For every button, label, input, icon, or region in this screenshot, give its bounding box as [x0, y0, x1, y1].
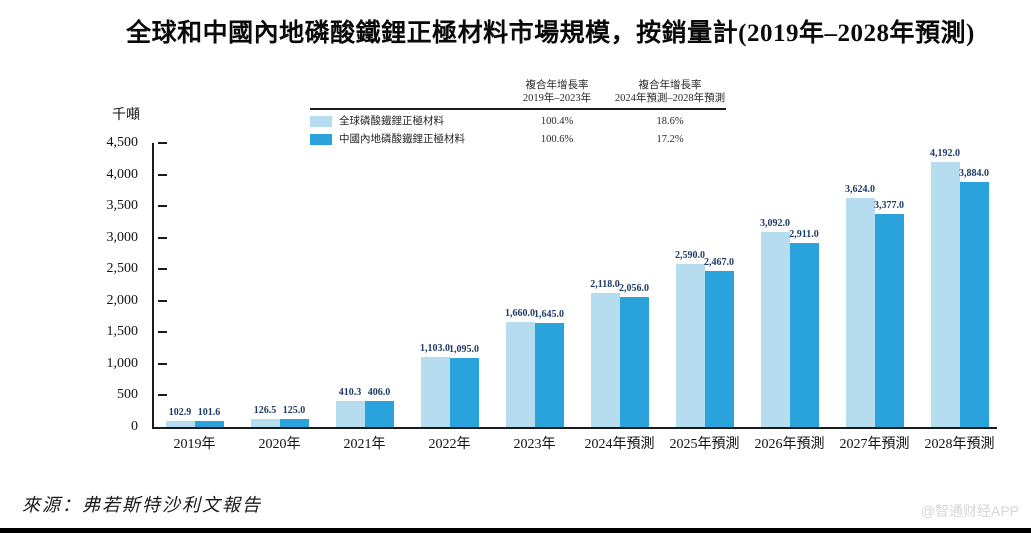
y-axis-tick-label: 2,000: [106, 292, 139, 308]
x-axis-label-2019: 2019年: [173, 437, 216, 452]
y-axis-unit-label: 千噸: [112, 108, 140, 123]
cagr-value-global-2024-2028: 18.6%: [656, 116, 684, 127]
x-axis-line: [152, 427, 997, 429]
bar-global-2020: [250, 419, 280, 427]
bar-global-2023: [505, 322, 535, 427]
cagr-col2-header-line1: 複合年增長率: [638, 80, 702, 91]
y-axis-tick-label: 1,000: [106, 355, 139, 371]
watermark: @智通财经APP: [920, 503, 1019, 519]
x-axis-label-2028: 2028年預測: [924, 437, 995, 452]
y-axis-tick: [158, 205, 167, 208]
bar-value-label-china-2020: 125.0: [282, 405, 306, 417]
bar-value-label-global-2027: 3,624.0: [845, 184, 875, 196]
bar-china-2019: [194, 420, 224, 427]
bar-value-label-china-2024: 2,056.0: [619, 283, 649, 295]
cagr-col2-header-line2: 2024年預測–2028年預測: [614, 93, 726, 104]
bar-value-label-china-2028: 3,884.0: [959, 167, 989, 179]
x-axis-label-2025: 2025年預測: [669, 437, 740, 452]
bottom-border-bar: [0, 528, 1031, 533]
bar-global-2019: [165, 420, 195, 427]
y-axis-tick: [158, 142, 167, 144]
bar-china-2024: [619, 297, 649, 427]
x-axis-label-2024: 2024年預測: [584, 437, 655, 452]
legend-row-china: 中國內地磷酸鐵鋰正極材料 100.6% 17.2%: [310, 133, 726, 146]
x-axis-label-2021: 2021年: [343, 437, 386, 452]
bar-value-label-china-2021: 406.0: [367, 387, 391, 399]
bar-value-label-global-2023: 1,660.0: [505, 308, 535, 320]
legend-swatch-global: [310, 116, 332, 127]
x-axis-label-2020: 2020年: [258, 437, 301, 452]
y-axis-tick-label: 2,500: [106, 261, 139, 277]
y-axis-tick: [158, 362, 167, 365]
y-axis-tick-label: 0: [131, 419, 138, 434]
chart-title: 全球和中國內地磷酸鐵鋰正極材料市場規模，按銷量計(2019年–2028年預測): [126, 20, 975, 47]
bar-value-label-global-2019: 102.9: [168, 406, 192, 418]
bar-value-label-global-2026: 3,092.0: [760, 217, 790, 229]
bar-china-2026: [789, 243, 819, 427]
y-axis-tick: [158, 299, 167, 302]
bar-value-label-china-2026: 2,911.0: [789, 229, 819, 241]
bar-value-label-global-2028: 4,192.0: [930, 148, 960, 160]
bar-china-2023: [534, 323, 564, 427]
bar-value-label-china-2027: 3,377.0: [874, 199, 904, 211]
x-axis-label-2023: 2023年: [513, 437, 556, 452]
bar-china-2027: [874, 213, 904, 427]
cagr-header-rule: [310, 108, 726, 110]
bar-value-label-china-2019: 101.6: [197, 406, 221, 418]
y-axis-tick-label: 1,500: [106, 324, 139, 340]
y-axis-line: [152, 143, 154, 427]
bar-china-2021: [364, 401, 394, 427]
plot-area: 0 500 1,000 1,500 2,000 2,500 3,000 3,500 4,000 4…: [107, 135, 997, 452]
y-axis-tick: [158, 268, 167, 271]
y-axis-tick: [158, 394, 167, 397]
y-axis-tick: [158, 173, 167, 176]
bar-global-2022: [420, 357, 450, 427]
bar-global-2021: [335, 401, 365, 427]
y-axis-tick: [158, 331, 167, 334]
bar-global-2025: [675, 263, 705, 427]
bar-value-label-china-2022: 1,095.0: [449, 343, 479, 355]
y-axis-tick-label: 4,000: [106, 166, 139, 182]
x-axis-label-2027: 2027年預測: [839, 437, 910, 452]
cagr-legend-table: 複合年增長率 2019年–2023年 複合年增長率 2024年預測–2028年預…: [310, 79, 726, 146]
y-axis-tick-label: 500: [117, 387, 138, 403]
bar-value-label-global-2021: 410.3: [338, 387, 362, 399]
y-axis-tick-label: 3,500: [106, 198, 139, 214]
bar-china-2028: [959, 181, 989, 427]
cagr-value-china-2019-2023: 100.6%: [540, 134, 574, 145]
legend-label-global: 全球磷酸鐵鋰正極材料: [339, 116, 444, 127]
cagr-value-global-2019-2023: 100.4%: [540, 116, 574, 127]
x-axis-label-2022: 2022年: [428, 437, 471, 452]
cagr-col1-header-line1: 複合年增長率: [525, 80, 589, 91]
y-axis-tick: [158, 236, 167, 239]
bar-china-2022: [449, 357, 479, 427]
legend-label-china: 中國內地磷酸鐵鋰正極材料: [339, 134, 465, 145]
legend-row-global: 全球磷酸鐵鋰正極材料 100.4% 18.6%: [310, 115, 726, 128]
bar-value-label-global-2024: 2,118.0: [590, 279, 620, 291]
bar-china-2020: [279, 419, 309, 427]
legend-swatch-china: [310, 134, 332, 145]
x-axis-label-2026: 2026年預測: [754, 437, 825, 452]
bar-value-label-china-2023: 1,645.0: [534, 309, 564, 321]
bar-global-2028: [930, 162, 960, 427]
bar-value-label-china-2025: 2,467.0: [704, 257, 734, 269]
source-note: 來源：弗若斯特沙利文報告: [22, 495, 262, 515]
bar-value-label-global-2022: 1,103.0: [420, 343, 450, 355]
cagr-header-row: 複合年增長率 2019年–2023年 複合年增長率 2024年預測–2028年預…: [310, 79, 726, 105]
cagr-col1-header-line2: 2019年–2023年: [522, 93, 592, 104]
bar-global-2024: [590, 293, 620, 427]
y-axis-tick-label: 3,000: [106, 229, 139, 245]
bar-china-2025: [704, 271, 734, 427]
bar-global-2027: [845, 198, 875, 427]
cagr-value-china-2024-2028: 17.2%: [656, 134, 684, 145]
bar-value-label-global-2020: 126.5: [253, 405, 277, 417]
bar-value-label-global-2025: 2,590.0: [675, 249, 705, 261]
y-axis-tick-label: 4,500: [106, 135, 139, 150]
bar-global-2026: [760, 231, 790, 427]
